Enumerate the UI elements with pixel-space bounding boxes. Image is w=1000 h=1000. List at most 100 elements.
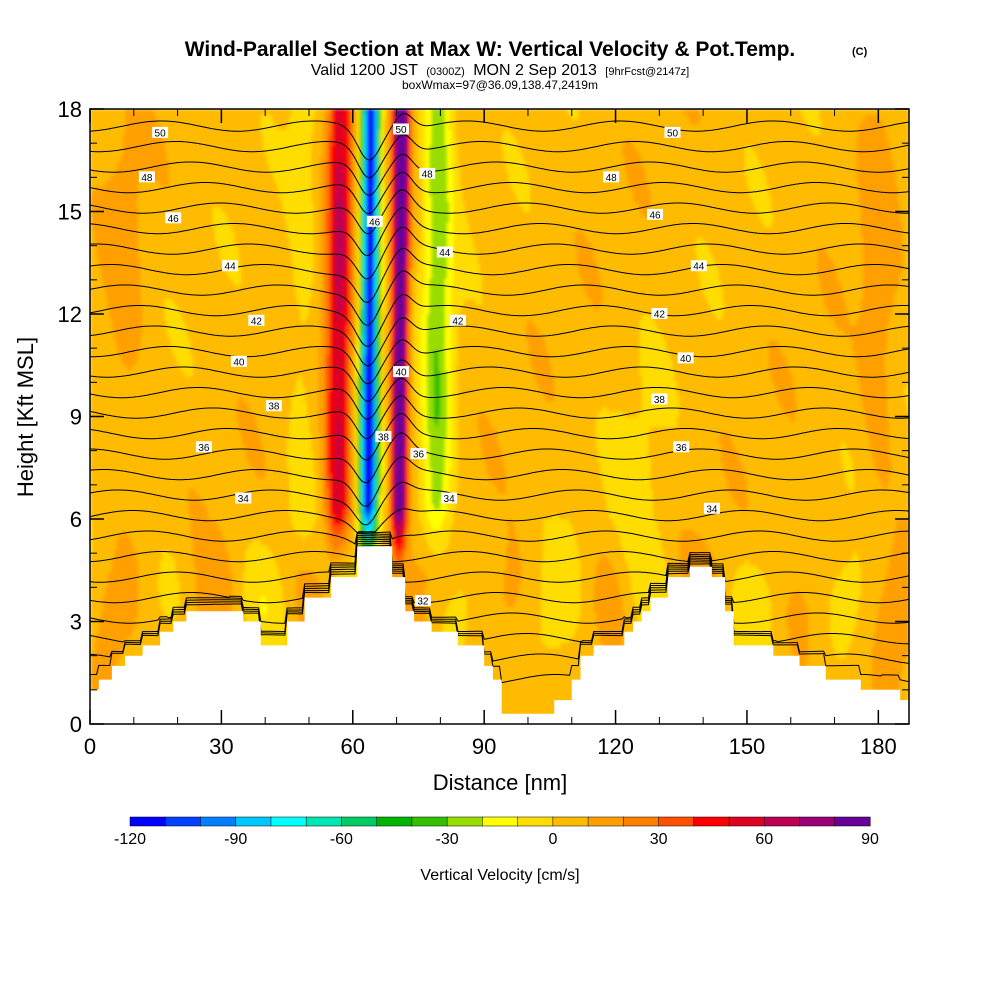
field-cell bbox=[107, 237, 111, 243]
field-cell bbox=[111, 165, 115, 172]
field-cell bbox=[100, 308, 104, 315]
field-cell bbox=[100, 570, 104, 576]
field-cell bbox=[122, 191, 126, 197]
field-cell bbox=[90, 590, 93, 597]
field-cell bbox=[107, 498, 111, 505]
field-cell bbox=[120, 339, 124, 346]
field-cell bbox=[103, 221, 106, 228]
field-cell bbox=[109, 590, 113, 597]
field-cell bbox=[109, 324, 113, 330]
field-cell bbox=[109, 129, 113, 136]
field-cell bbox=[109, 124, 113, 131]
field-cell bbox=[122, 155, 126, 161]
field-cell bbox=[120, 257, 124, 264]
field-cell bbox=[114, 539, 117, 546]
field-cell bbox=[98, 575, 102, 582]
field-cell bbox=[96, 467, 100, 474]
field-cell bbox=[100, 467, 104, 474]
field-cell bbox=[98, 119, 102, 125]
field-cell bbox=[100, 401, 104, 407]
field-cell bbox=[92, 631, 95, 638]
field-cell bbox=[100, 508, 104, 515]
field-cell bbox=[120, 360, 124, 366]
field-cell bbox=[107, 144, 111, 151]
field-cell bbox=[94, 119, 98, 125]
field-cell bbox=[92, 232, 95, 238]
field-cell bbox=[116, 180, 120, 187]
field-cell bbox=[114, 360, 117, 366]
field-cell bbox=[98, 303, 102, 310]
field-cell bbox=[122, 129, 126, 136]
field-cell bbox=[120, 226, 124, 233]
field-cell bbox=[96, 252, 100, 259]
field-cell bbox=[122, 170, 126, 177]
field-cell bbox=[94, 334, 98, 341]
field-cell bbox=[92, 180, 95, 187]
field-cell bbox=[105, 539, 109, 546]
field-cell bbox=[90, 349, 93, 356]
field-cell bbox=[109, 467, 113, 474]
field-cell bbox=[120, 314, 124, 320]
field-cell bbox=[105, 626, 109, 633]
field-cell bbox=[103, 375, 106, 382]
field-cell bbox=[96, 355, 100, 361]
field-cell bbox=[120, 524, 124, 530]
field-cell bbox=[116, 293, 120, 300]
field-cell bbox=[111, 334, 115, 341]
field-cell bbox=[105, 114, 109, 120]
field-cell bbox=[111, 349, 115, 356]
field-cell bbox=[92, 119, 95, 125]
field-cell bbox=[103, 621, 106, 628]
field-cell bbox=[120, 216, 124, 223]
field-cell bbox=[120, 196, 124, 202]
field-cell bbox=[118, 308, 122, 315]
field-cell bbox=[111, 262, 115, 269]
field-cell bbox=[96, 109, 100, 115]
field-cell bbox=[116, 232, 120, 238]
field-cell bbox=[107, 416, 111, 423]
field-cell bbox=[92, 334, 95, 341]
field-cell bbox=[96, 170, 100, 177]
field-cell bbox=[107, 672, 111, 679]
field-cell bbox=[96, 570, 100, 576]
field-cell bbox=[111, 109, 115, 115]
field-cell bbox=[118, 447, 122, 453]
field-cell bbox=[114, 401, 117, 407]
field-cell bbox=[120, 626, 124, 633]
field-cell bbox=[92, 575, 95, 582]
field-cell bbox=[90, 129, 93, 136]
field-cell bbox=[94, 493, 98, 500]
field-cell bbox=[105, 401, 109, 407]
field-cell bbox=[98, 570, 102, 576]
field-cell bbox=[111, 626, 115, 633]
field-cell bbox=[92, 355, 95, 361]
field-cell bbox=[94, 298, 98, 305]
field-cell bbox=[118, 267, 122, 274]
field-cell bbox=[109, 170, 113, 177]
field-cell bbox=[118, 150, 122, 156]
field-cell bbox=[116, 144, 120, 151]
field-cell bbox=[122, 549, 126, 556]
field-cell bbox=[96, 575, 100, 582]
field-cell bbox=[100, 314, 104, 320]
field-cell bbox=[109, 647, 113, 653]
field-cell bbox=[122, 457, 126, 464]
field-cell bbox=[105, 191, 109, 197]
field-cell bbox=[100, 375, 104, 382]
field-cell bbox=[96, 534, 100, 541]
field-cell bbox=[90, 437, 93, 443]
field-cell bbox=[92, 483, 95, 489]
field-cell bbox=[109, 196, 113, 202]
field-cell bbox=[122, 355, 126, 361]
field-cell bbox=[103, 560, 106, 566]
field-cell bbox=[98, 580, 102, 587]
field-cell bbox=[98, 201, 102, 207]
field-cell bbox=[90, 257, 93, 264]
field-cell bbox=[120, 396, 124, 402]
field-cell bbox=[100, 170, 104, 177]
field-cell bbox=[100, 442, 104, 448]
field-cell bbox=[103, 288, 106, 295]
field-cell bbox=[114, 370, 117, 377]
field-cell bbox=[105, 467, 109, 474]
field-cell bbox=[92, 616, 95, 623]
